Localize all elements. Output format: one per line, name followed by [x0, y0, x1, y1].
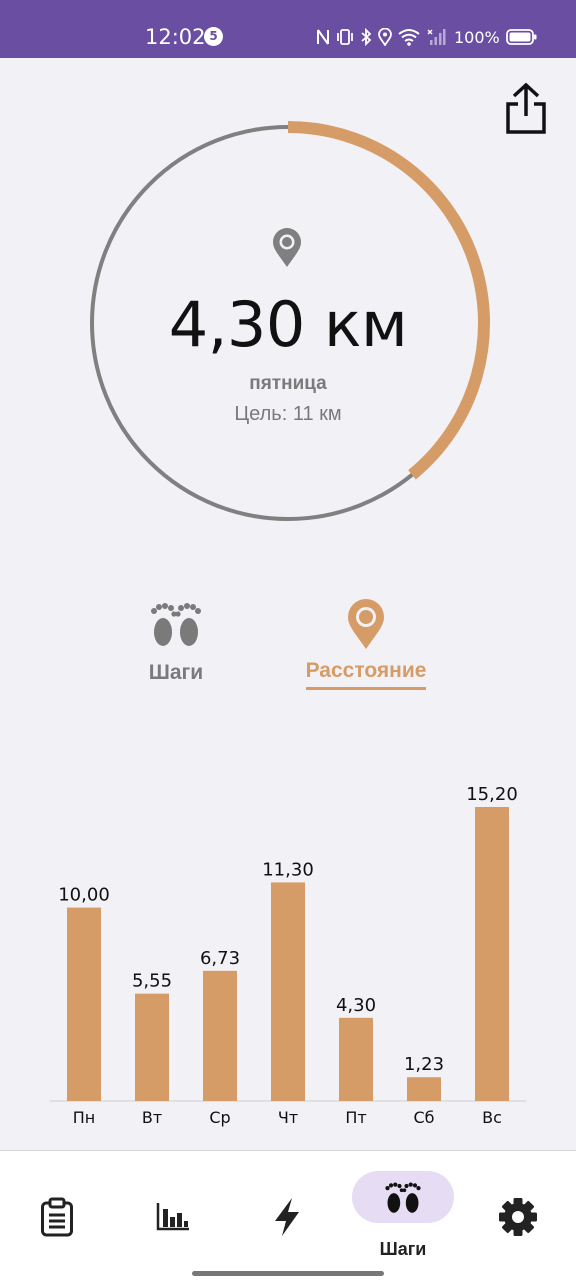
bar-value-label: 11,30 [262, 859, 314, 880]
progress-ring [90, 121, 490, 521]
progress-arc [287, 121, 490, 480]
weekly-distance-chart: 10,00 Пн 5,55 Вт 6,73 Ср 11,30 Чт 4,30 Пт 1,23 Сб 15… [50, 784, 526, 1127]
status-icons: 100% [316, 25, 538, 49]
steps-mode-label: Шаги [148, 661, 204, 684]
bar-value-label: 5,55 [132, 971, 172, 992]
chart-bar [135, 993, 169, 1101]
gear-icon[interactable] [498, 1197, 538, 1237]
battery-icon [505, 29, 537, 45]
bar-value-label: 1,23 [404, 1054, 444, 1075]
wifi-icon [398, 29, 420, 46]
bar-value-label: 6,73 [200, 948, 240, 969]
chart-bar [271, 882, 305, 1101]
lightning-icon[interactable] [272, 1197, 302, 1237]
goal-label: Цель: 11 км [234, 403, 342, 425]
x-tick-label: Пн [73, 1108, 96, 1127]
steps-mode-button[interactable]: Шаги [130, 598, 222, 685]
gesture-bar [192, 1271, 384, 1276]
distance-mode-label: Расстояние [305, 659, 427, 690]
footprints-icon [151, 603, 201, 646]
nav-active-label: Шаги [379, 1239, 427, 1259]
status-time: 12:02 [145, 25, 206, 49]
share-icon[interactable] [500, 80, 552, 136]
footprints-icon[interactable] [383, 1179, 423, 1217]
bottom-navigation: Шаги [0, 1150, 576, 1280]
chart-bar [339, 1017, 373, 1101]
x-tick-label: Пт [345, 1108, 366, 1127]
signal-icon [427, 29, 446, 45]
chart-bar [407, 1077, 441, 1101]
bar-value-label: 4,30 [336, 995, 376, 1016]
bar-value-label: 15,20 [466, 784, 518, 805]
x-tick-label: Вт [142, 1108, 162, 1127]
location-pin-icon [273, 228, 301, 267]
chart-bar [67, 907, 101, 1101]
status-bar: 12:02 5 100% [0, 0, 576, 58]
battery-percent: 100% [454, 27, 500, 47]
vibrate-icon [337, 29, 353, 45]
bar-value-label: 10,00 [58, 885, 110, 906]
nav-active-pill [352, 1171, 454, 1223]
location-icon [378, 28, 392, 46]
x-tick-label: Чт [278, 1108, 298, 1127]
notification-count-badge: 5 [204, 27, 223, 46]
weekday-label: пятница [249, 373, 327, 394]
x-tick-label: Сб [413, 1108, 434, 1127]
distance-value: 4,30 км [168, 288, 408, 361]
nfc-icon [317, 29, 329, 45]
chart-bar [203, 970, 237, 1101]
location-pin-icon [348, 599, 384, 649]
distance-mode-button[interactable]: Расстояние [296, 598, 436, 690]
bluetooth-icon [361, 28, 372, 46]
x-tick-label: Ср [209, 1108, 230, 1127]
bar-chart-icon[interactable] [156, 1201, 190, 1231]
x-tick-label: Вс [482, 1108, 502, 1127]
chart-bar [475, 807, 509, 1101]
clipboard-icon[interactable] [40, 1197, 74, 1237]
